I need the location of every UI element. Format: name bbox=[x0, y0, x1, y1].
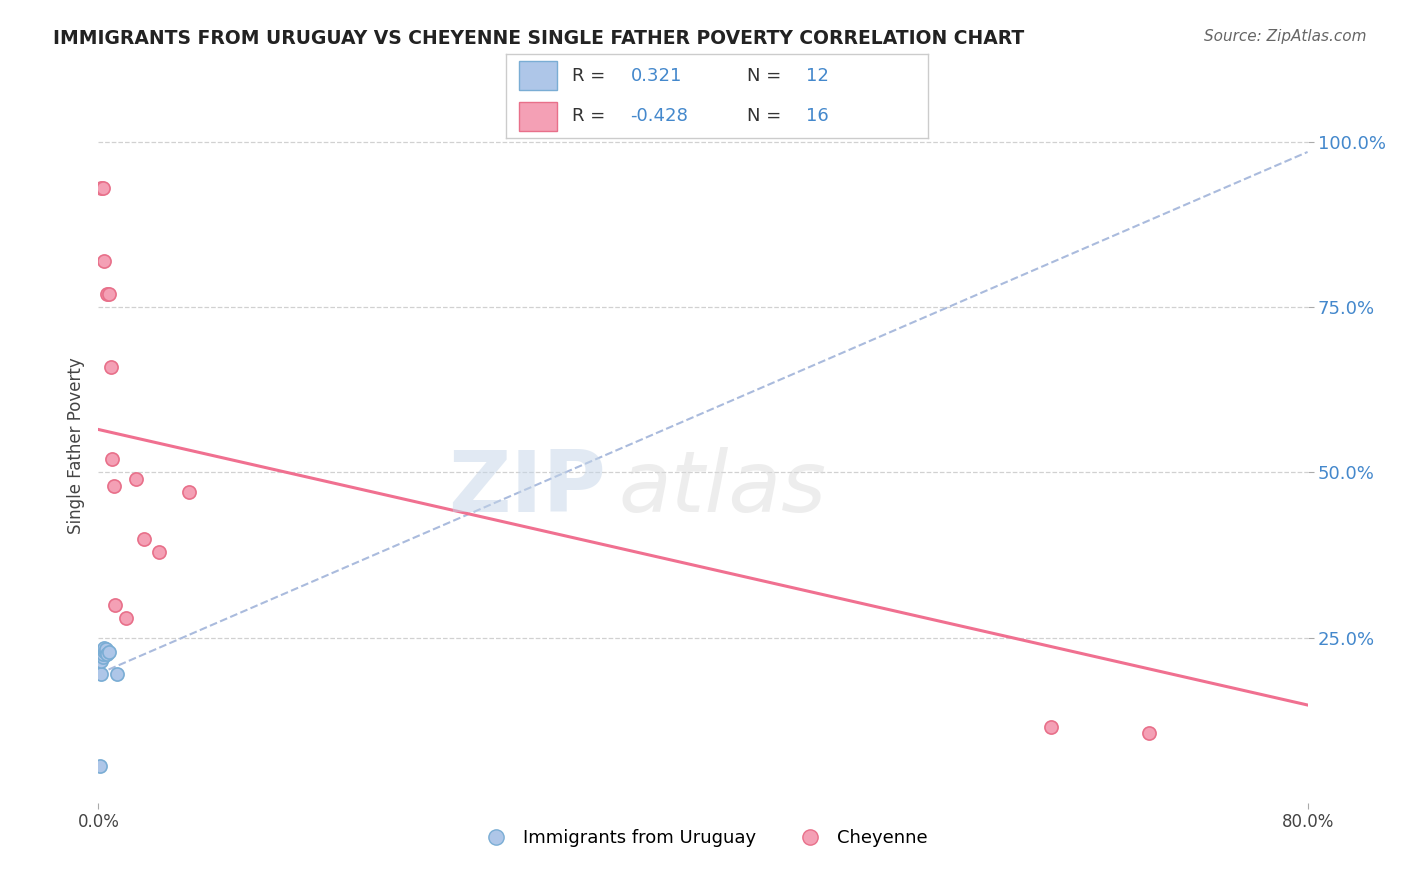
Text: ZIP: ZIP bbox=[449, 447, 606, 531]
Point bbox=[101, 452, 124, 467]
Point bbox=[94, 645, 117, 659]
Point bbox=[90, 654, 112, 668]
Point bbox=[93, 644, 115, 658]
Point bbox=[1039, 720, 1062, 734]
Point bbox=[89, 759, 111, 773]
Point bbox=[105, 667, 128, 681]
Text: N =: N = bbox=[747, 107, 780, 125]
Point bbox=[96, 287, 118, 301]
Point bbox=[96, 647, 118, 661]
Text: atlas: atlas bbox=[619, 447, 827, 531]
Point bbox=[91, 181, 114, 195]
Point bbox=[114, 611, 136, 625]
Text: IMMIGRANTS FROM URUGUAY VS CHEYENNE SINGLE FATHER POVERTY CORRELATION CHART: IMMIGRANTS FROM URUGUAY VS CHEYENNE SING… bbox=[53, 29, 1025, 48]
FancyBboxPatch shape bbox=[519, 102, 557, 130]
Point bbox=[90, 667, 112, 681]
Point bbox=[179, 485, 201, 500]
Point bbox=[93, 254, 115, 268]
Point bbox=[94, 641, 117, 656]
Point bbox=[103, 478, 125, 492]
Text: -0.428: -0.428 bbox=[630, 107, 689, 125]
Point bbox=[98, 287, 121, 301]
Point bbox=[91, 647, 114, 661]
Point bbox=[1137, 726, 1160, 740]
Text: Source: ZipAtlas.com: Source: ZipAtlas.com bbox=[1204, 29, 1367, 45]
Legend: Immigrants from Uruguay, Cheyenne: Immigrants from Uruguay, Cheyenne bbox=[471, 822, 935, 855]
Y-axis label: Single Father Poverty: Single Father Poverty bbox=[66, 358, 84, 534]
Text: N =: N = bbox=[747, 67, 780, 85]
Point bbox=[93, 640, 115, 655]
Point bbox=[125, 472, 148, 486]
Text: R =: R = bbox=[571, 67, 605, 85]
Point bbox=[104, 598, 127, 612]
Text: R =: R = bbox=[571, 107, 605, 125]
Point bbox=[90, 181, 112, 195]
Text: 0.321: 0.321 bbox=[630, 67, 682, 85]
Point bbox=[98, 645, 121, 659]
Text: 16: 16 bbox=[806, 107, 828, 125]
Point bbox=[100, 359, 122, 374]
Point bbox=[132, 532, 155, 546]
Text: 12: 12 bbox=[806, 67, 828, 85]
Point bbox=[91, 650, 114, 665]
FancyBboxPatch shape bbox=[519, 62, 557, 90]
Point bbox=[148, 545, 170, 559]
